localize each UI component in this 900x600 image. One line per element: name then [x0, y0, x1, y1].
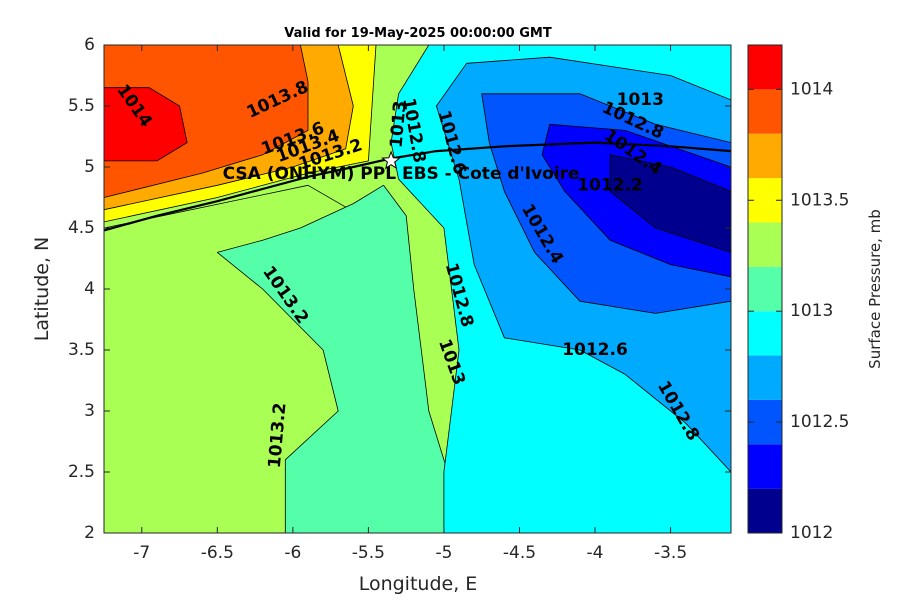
y-tick-label: 3.5: [68, 340, 95, 360]
colorbar-segment: [748, 89, 782, 134]
contour-label: 1012.2: [577, 175, 643, 195]
contour-label: 1013: [617, 90, 664, 110]
y-tick-label: 5.5: [68, 96, 95, 116]
y-tick-label: 2: [84, 523, 95, 543]
colorbar-segment: [748, 488, 782, 533]
colorbar: [747, 44, 783, 534]
colorbar-segment: [748, 133, 782, 179]
x-tick-label: -4.5: [503, 543, 536, 563]
contour-region: [609, 154, 731, 253]
colorbar-ticks: 1012 1012.5 1013 1013.5 1014: [748, 79, 849, 543]
x-tick-label: -6.5: [201, 543, 234, 563]
coastline-layer: [104, 141, 731, 232]
colorbar-tick-label: 1012: [790, 523, 833, 543]
y-axis: 2 2.5 3 3.5 4 4.5 5 5.5 6: [68, 35, 731, 543]
colorbar-segment: [748, 444, 782, 489]
y-tick-label: 5: [84, 157, 95, 177]
colorbar-tick-label: 1014: [790, 79, 833, 99]
contour-label: 1012.6: [562, 340, 628, 360]
colorbar-segment: [748, 45, 782, 90]
colorbar-label: Surface Pressure, mb: [866, 209, 884, 369]
x-tick-label: -5.5: [352, 543, 385, 563]
station-name: CSA (ONHYM) PPL EBS - Cote d'Ivoire: [223, 164, 580, 184]
y-tick-label: 4: [84, 279, 95, 299]
colorbar-segment: [748, 222, 782, 267]
colorbar-frame: [747, 44, 783, 534]
chart-title: Valid for 19-May-2025 00:00:00 GMT: [284, 26, 552, 41]
y-tick-label: 2.5: [68, 462, 95, 482]
contour-label: 1013: [387, 100, 411, 149]
x-tick-label: -7: [133, 543, 150, 563]
colorbar-segment: [748, 266, 782, 312]
y-tick-label: 4.5: [68, 218, 95, 238]
x-tick-label: -6: [284, 543, 301, 563]
x-tick-label: -5: [435, 543, 452, 563]
station-star-icon: [381, 150, 401, 170]
coastline: [104, 141, 731, 232]
x-axis-label: Longitude, E: [359, 573, 478, 595]
x-axis: -7 -6.5 -6 -5.5 -5 -4.5 -4 -3.5: [133, 45, 687, 563]
colorbar-tick-label: 1013: [790, 301, 833, 321]
x-tick-label: -3.5: [654, 543, 687, 563]
contour-region: [104, 87, 188, 162]
station-layer: CSA (ONHYM) PPL EBS - Cote d'Ivoire: [223, 150, 580, 184]
contour-fill-layer: [104, 45, 731, 533]
contour-region: [216, 184, 452, 533]
y-tick-label: 6: [84, 35, 95, 55]
colorbar-tick-label: 1012.5: [790, 412, 849, 432]
y-axis-label: Latitude, N: [31, 237, 53, 342]
colorbar-segment: [748, 311, 782, 356]
colorbar-tick-label: 1013.5: [790, 190, 849, 210]
y-tick-label: 3: [84, 401, 95, 421]
colorbar-segment: [748, 355, 782, 400]
x-tick-label: -4: [587, 543, 604, 563]
